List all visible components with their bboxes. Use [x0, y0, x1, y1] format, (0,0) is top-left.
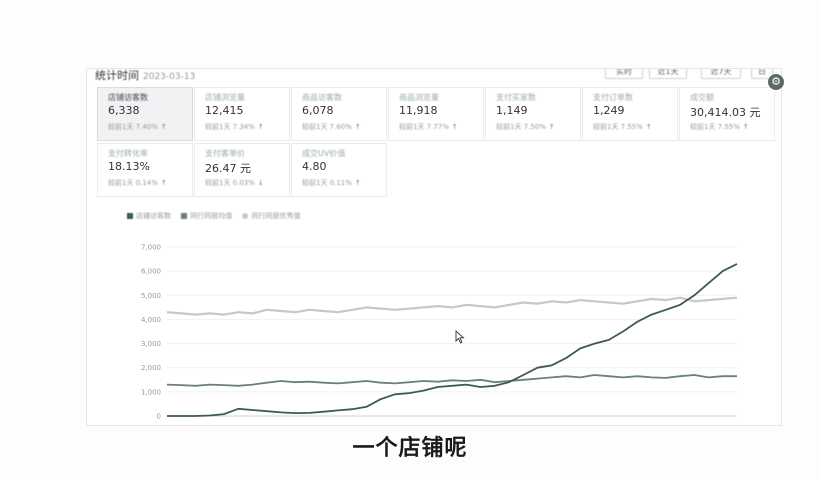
legend-item[interactable]: 同行同层优秀值: [242, 211, 300, 221]
metric-card[interactable]: 店铺浏览量 12,415 较前1天 7.34% ↑: [194, 87, 290, 141]
metric-compare: 较前1天 7.60% ↑: [302, 122, 386, 132]
metric-card[interactable]: 商品浏览量 11,918 较前1天 7.77% ↑: [388, 87, 484, 141]
metric-compare: 较前1天 0.11% ↑: [302, 178, 386, 188]
metric-compare-text: 较前1天 0.03%: [205, 179, 255, 187]
metric-compare-text: 较前1天 7.40%: [108, 123, 158, 131]
legend-swatch: [242, 213, 249, 219]
metric-compare: 较前1天 0.03% ↓: [205, 178, 289, 188]
y-tick-label: 6,000: [141, 268, 161, 276]
metric-compare-text: 较前1天 7.34%: [205, 123, 255, 131]
metric-card[interactable]: 支付客单价 26.47 元 较前1天 0.03% ↓: [194, 143, 290, 197]
metric-card[interactable]: 成交额 30,414.03 元 较前1天 7.55% ↑: [679, 87, 775, 141]
metric-card[interactable]: 支付订单数 1,249 较前1天 7.55% ↑: [582, 87, 678, 141]
trend-up-icon: ↑: [742, 123, 749, 131]
metric-card[interactable]: 店铺访客数 6,338 较前1天 7.40% ↑: [97, 87, 193, 141]
metric-label: 店铺浏览量: [205, 93, 245, 102]
gear-icon[interactable]: ⚙: [768, 74, 784, 90]
metric-value: 1,149: [496, 104, 528, 117]
metric-compare-text: 较前1天 7.60%: [302, 123, 352, 131]
metric-value: 18.13%: [108, 160, 150, 173]
metric-label: 支付转化率: [108, 149, 148, 158]
metric-label: 商品访客数: [302, 93, 342, 102]
metric-compare: 较前1天 7.77% ↑: [399, 122, 483, 132]
metric-label: 商品浏览量: [399, 93, 439, 102]
y-tick-label: 0: [157, 413, 161, 421]
series-line: [167, 263, 738, 417]
legend-label: 店铺访客数: [136, 212, 171, 220]
btn-1day[interactable]: 近1天: [649, 69, 687, 79]
trend-up-icon: ↑: [160, 123, 167, 131]
y-tick-label: 1,000: [141, 388, 161, 396]
panel-date: 2023-03-13: [143, 72, 196, 82]
metric-label: 成交额: [690, 93, 714, 102]
metric-card[interactable]: 支付买家数 1,149 较前1天 7.50% ↑: [485, 87, 581, 141]
btn-realtime[interactable]: 实时: [605, 69, 643, 79]
metric-label: 支付买家数: [496, 93, 536, 102]
metric-compare-text: 较前1天 0.11%: [302, 179, 352, 187]
metric-compare-text: 较前1天 7.50%: [496, 123, 546, 131]
metric-compare-text: 较前1天 0.14%: [108, 179, 158, 187]
line-chart: 0 1,000 2,000 3,000 4,000 5,000 6,000 7,000: [141, 244, 738, 421]
btn-7days[interactable]: 近7天: [701, 69, 741, 79]
y-tick-label: 5,000: [141, 292, 161, 300]
dashboard-panel: 统计时间 2023-03-13 实时 近1天 近7天 日 店铺访客数 6,338 …: [86, 68, 782, 426]
panel-title-text: 统计时间: [95, 69, 139, 82]
trend-down-icon: ↓: [257, 179, 264, 187]
metric-value: 30,414.03 元: [690, 106, 761, 119]
panel-title: 统计时间 2023-03-13: [95, 69, 196, 83]
legend-swatch: [127, 213, 133, 219]
series-line: [166, 296, 738, 316]
trend-up-icon: ↑: [354, 179, 361, 187]
metric-card[interactable]: 商品访客数 6,078 较前1天 7.60% ↑: [291, 87, 387, 141]
metric-compare-text: 较前1天 7.55%: [690, 123, 740, 131]
metric-compare: 较前1天 7.55% ↑: [593, 122, 677, 132]
legend-item[interactable]: 同行同层均值: [181, 211, 232, 221]
metric-compare: 较前1天 0.14% ↑: [108, 178, 192, 188]
metric-label: 成交UV价值: [302, 149, 346, 158]
series-line: [166, 374, 737, 387]
metric-label: 支付客单价: [205, 149, 245, 158]
metric-value: 26.47 元: [205, 162, 251, 175]
metric-value: 6,078: [302, 104, 334, 117]
legend-label: 同行同层优秀值: [251, 212, 301, 220]
metric-value: 4.80: [302, 160, 327, 173]
video-subtitle: 一个店铺呢: [352, 436, 468, 461]
legend-label: 同行同层均值: [190, 212, 233, 220]
y-tick-label: 2,000: [141, 364, 161, 372]
chart-legend: 店铺访客数 同行同层均值 同行同层优秀值: [127, 211, 308, 223]
metric-value: 12,415: [205, 104, 244, 117]
legend-item[interactable]: 店铺访客数: [127, 211, 171, 221]
trend-up-icon: ↑: [548, 123, 555, 131]
y-tick-label: 4,000: [141, 316, 161, 324]
metric-label: 支付订单数: [593, 93, 633, 102]
mouse-cursor-icon: [455, 330, 465, 344]
metric-value: 1,249: [593, 104, 625, 117]
metric-card[interactable]: 成交UV价值 4.80 较前1天 0.11% ↑: [291, 143, 387, 197]
trend-up-icon: ↑: [645, 123, 652, 131]
metric-compare: 较前1天 7.34% ↑: [205, 122, 289, 132]
trend-up-icon: ↑: [451, 123, 458, 131]
panel-header: 统计时间 2023-03-13 实时 近1天 近7天 日: [87, 69, 781, 85]
metric-compare: 较前1天 7.40% ↑: [108, 122, 192, 132]
metric-compare: 较前1天 7.50% ↑: [496, 122, 580, 132]
metric-compare-text: 较前1天 7.55%: [593, 123, 643, 131]
metric-value: 11,918: [399, 104, 438, 117]
metric-label: 店铺访客数: [108, 93, 148, 102]
trend-up-icon: ↑: [160, 179, 167, 187]
metric-value: 6,338: [108, 104, 140, 117]
trend-up-icon: ↑: [257, 123, 264, 131]
metric-compare: 较前1天 7.55% ↑: [690, 122, 774, 132]
metric-compare-text: 较前1天 7.77%: [399, 123, 449, 131]
legend-swatch: [181, 213, 188, 219]
trend-up-icon: ↑: [354, 123, 361, 131]
metric-card[interactable]: 支付转化率 18.13% 较前1天 0.14% ↑: [97, 143, 193, 197]
y-tick-label: 3,000: [141, 340, 161, 348]
y-tick-label: 7,000: [141, 244, 161, 252]
